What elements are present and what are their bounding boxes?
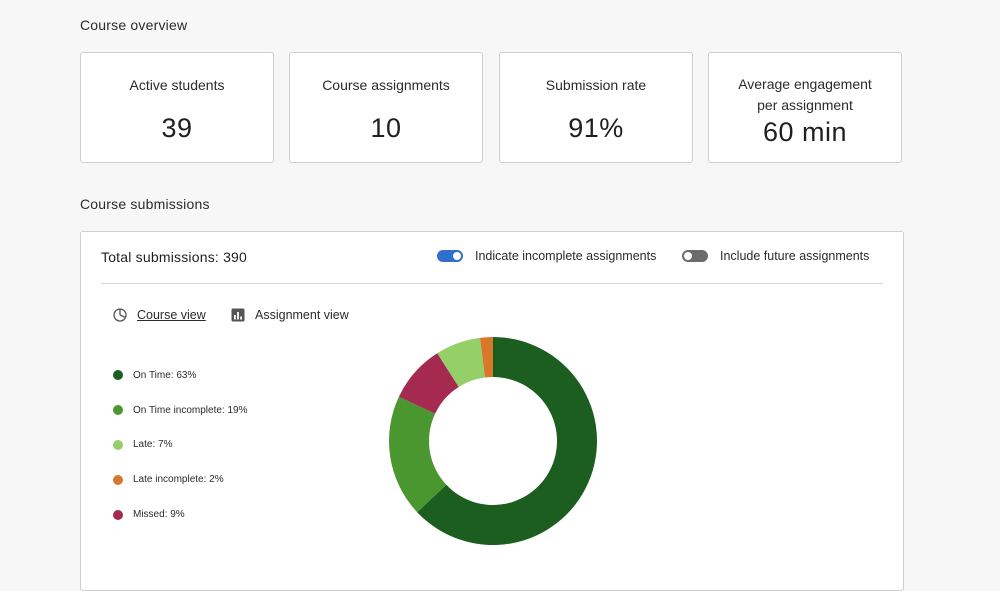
card-label: Active students: [129, 77, 225, 93]
toggle-knob: [684, 252, 692, 260]
toggle-label: Indicate incomplete assignments: [475, 249, 657, 263]
legend-item-on-time: On Time: 63%: [113, 358, 248, 393]
card-label-line1: Average engagement: [738, 76, 872, 92]
course-view-label: Course view: [137, 308, 206, 322]
legend-item-on-time-incomplete: On Time incomplete: 19%: [113, 393, 248, 428]
legend-item-late-incomplete: Late incomplete: 2%: [113, 462, 248, 497]
legend-swatch: [113, 509, 123, 520]
card-label-line2: per assignment: [757, 97, 853, 113]
assignment-view-label: Assignment view: [255, 308, 349, 322]
donut-segment-late-incomplete[interactable]: [479, 337, 493, 378]
course-dashboard: Course overview Active students 39 Cours…: [80, 17, 904, 591]
legend-label: Late incomplete: 2%: [133, 474, 224, 486]
course-assignments-card: Course assignments 10: [289, 52, 483, 163]
panel-divider: [101, 283, 883, 284]
card-value: 10: [370, 113, 402, 143]
submissions-donut-chart: [389, 337, 597, 545]
legend-label: On Time incomplete: 19%: [133, 404, 248, 416]
legend-item-missed: Missed: 9%: [113, 497, 248, 532]
include-future-toggle[interactable]: Include future assignments: [682, 249, 869, 263]
legend-label: Missed: 9%: [133, 509, 185, 521]
legend-swatch: [113, 370, 123, 381]
legend-label: Late: 7%: [133, 439, 173, 451]
card-value: 60 min: [762, 117, 848, 147]
indicate-incomplete-toggle[interactable]: Indicate incomplete assignments: [437, 249, 656, 263]
submission-rate-card: Submission rate 91%: [499, 52, 693, 163]
donut-segment-on-time-incomplete[interactable]: [389, 396, 447, 513]
toggle-switch-on[interactable]: [437, 250, 463, 262]
card-value: 39: [161, 113, 193, 143]
card-label: Course assignments: [322, 77, 450, 93]
card-value: 91%: [568, 113, 624, 143]
assignment-view-tab[interactable]: Assignment view: [231, 308, 349, 322]
submissions-title: Course submissions: [80, 196, 210, 212]
toggle-label: Include future assignments: [720, 249, 870, 263]
pie-chart-icon: [113, 308, 127, 322]
submissions-panel: Total submissions: 390 Indicate incomple…: [80, 231, 904, 591]
toggle-knob: [453, 252, 461, 260]
legend-swatch: [113, 439, 123, 450]
card-label: Submission rate: [545, 77, 647, 93]
toggle-switch-off[interactable]: [682, 250, 708, 262]
average-engagement-card: Average engagement per assignment 60 min: [708, 52, 902, 163]
course-view-tab[interactable]: Course view: [113, 308, 206, 322]
card-label: Average engagement per assignment: [709, 74, 901, 116]
donut-segment-missed[interactable]: [398, 353, 459, 414]
donut-segment-on-time[interactable]: [417, 337, 597, 545]
active-students-card: Active students 39: [80, 52, 274, 163]
bar-chart-icon: [231, 308, 245, 322]
legend-item-late: Late: 7%: [113, 428, 248, 463]
legend-swatch: [113, 405, 123, 416]
donut-segment-late[interactable]: [437, 337, 485, 387]
overview-title: Course overview: [80, 17, 188, 33]
legend-label: On Time: 63%: [133, 369, 197, 381]
total-submissions: Total submissions: 390: [101, 249, 248, 265]
legend-swatch: [113, 474, 123, 485]
chart-legend: On Time: 63% On Time incomplete: 19% Lat…: [113, 358, 248, 532]
